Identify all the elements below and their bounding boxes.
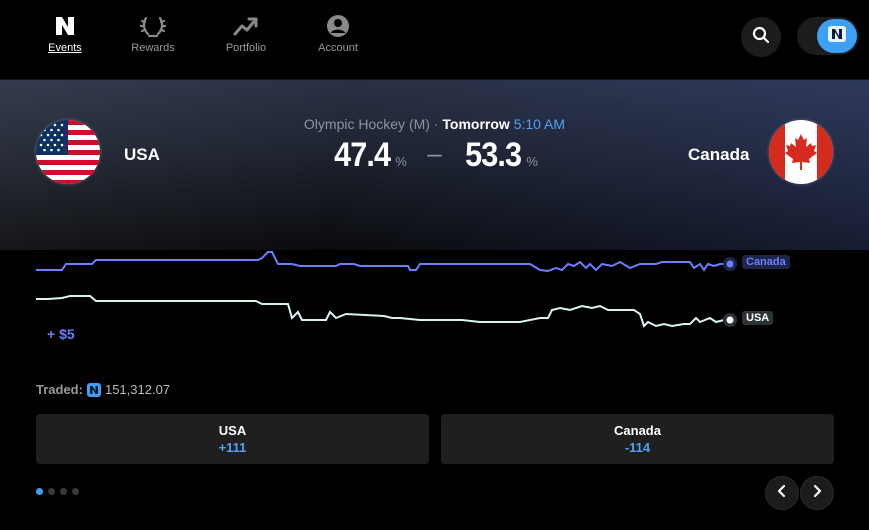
top-nav: Events Rewards Portfolio A	[0, 0, 869, 80]
nav-rewards-label: Rewards	[131, 42, 175, 54]
n-logo-icon	[30, 13, 100, 39]
carousel-dot[interactable]	[60, 488, 67, 495]
nav-events-label: Events	[48, 42, 82, 54]
usa-probability: 47.4	[334, 136, 391, 174]
trending-up-icon	[211, 13, 281, 39]
traded-label: Traded:	[36, 382, 83, 397]
nav-account-label: Account	[318, 42, 358, 54]
laurel-icon	[118, 13, 188, 39]
outcome-canada-odds: -114	[624, 440, 651, 455]
usa-price-line	[36, 295, 730, 328]
canada-probability: 53.3	[465, 136, 522, 174]
toggle-knob	[817, 19, 857, 53]
event-info: Olympic Hockey (M) · Tomorrow 5:10 AM	[0, 116, 869, 132]
usa-pct-sign: %	[395, 154, 407, 169]
next-button[interactable]	[800, 476, 834, 510]
chevron-left-icon	[775, 484, 789, 503]
outcome-canada-button[interactable]: Canada -114	[441, 414, 834, 464]
event-hero: USA Olympic Hockey (M) · Tomorrow 5:10 A…	[0, 80, 869, 250]
outcome-usa-button[interactable]: USA +111	[36, 414, 429, 464]
carousel-dots	[36, 488, 79, 495]
outcome-usa-odds: +111	[218, 440, 247, 455]
usa-line-end-dot	[726, 316, 734, 324]
event-separator: ·	[433, 116, 439, 132]
nav-portfolio-label: Portfolio	[225, 42, 267, 54]
probability-row: 47.4% – 53.3%	[0, 136, 869, 175]
mode-toggle[interactable]	[797, 17, 859, 55]
nav-account[interactable]: Account	[303, 13, 373, 54]
n-logo-icon	[828, 25, 846, 47]
traded-value: 151,312.07	[104, 382, 171, 397]
bonus-amount: + $5	[47, 326, 75, 342]
price-history-chart	[36, 251, 737, 328]
canada-price-line	[36, 251, 730, 273]
traded-volume: Traded: 151,312.07	[36, 382, 170, 397]
canada-line-label: Canada	[742, 255, 790, 269]
previous-button[interactable]	[765, 476, 799, 510]
team-usa-name: USA	[124, 145, 160, 164]
nav-events[interactable]: Events	[30, 13, 100, 54]
nav-portfolio[interactable]: Portfolio	[211, 13, 281, 54]
carousel-dot[interactable]	[36, 488, 43, 495]
canada-line-end-dot	[726, 260, 734, 268]
chevron-right-icon	[810, 484, 824, 503]
user-icon	[303, 13, 373, 39]
n-logo-icon	[86, 382, 101, 397]
carousel-dot[interactable]	[72, 488, 79, 495]
event-day: Tomorrow	[442, 116, 510, 132]
team-canada-name: Canada	[688, 145, 750, 164]
usa-line-label: USA	[742, 311, 774, 325]
outcome-canada-name: Canada	[614, 423, 661, 438]
event-time: 5:10 AM	[513, 116, 566, 132]
carousel-dot[interactable]	[48, 488, 55, 495]
nav-rewards[interactable]: Rewards	[118, 13, 188, 54]
search-icon	[752, 26, 770, 49]
canada-flag-icon	[769, 120, 833, 184]
score-dash: –	[427, 138, 442, 168]
canada-pct-sign: %	[526, 154, 538, 169]
outcome-usa-name: USA	[218, 423, 247, 438]
event-league: Olympic Hockey (M)	[303, 116, 430, 132]
search-button[interactable]	[741, 17, 781, 57]
